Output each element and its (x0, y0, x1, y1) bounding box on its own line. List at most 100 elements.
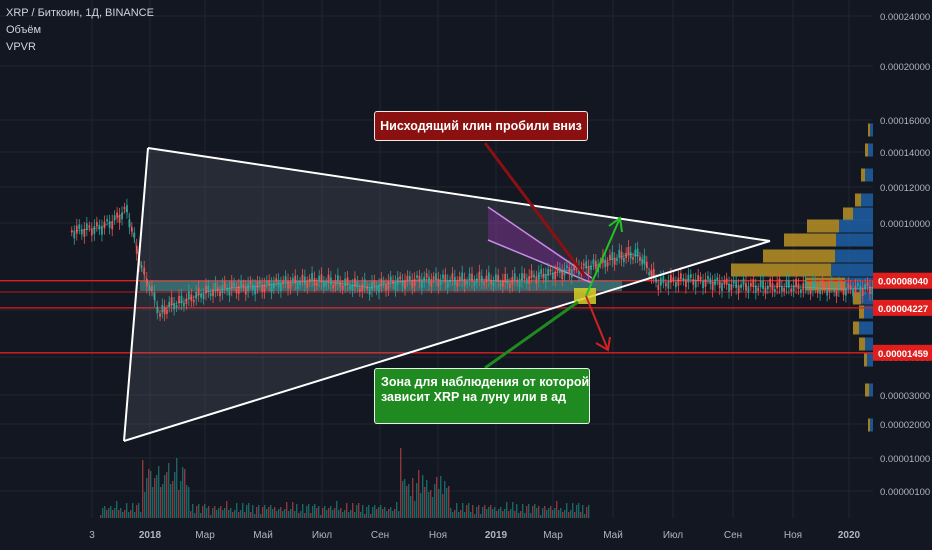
volume-bar-179 (458, 512, 460, 518)
candle-body-313 (821, 280, 824, 289)
candle-body-74 (251, 284, 254, 290)
candle-body-293 (773, 289, 776, 293)
callout-wedge-broken[interactable]: Нисходящий клин пробили вниз (374, 111, 588, 141)
candle-body-61 (221, 285, 224, 294)
candle-body-88 (284, 276, 287, 282)
candle-body-83 (272, 282, 275, 289)
candle-body-278 (737, 285, 740, 294)
candle-body-204 (561, 271, 564, 280)
time-axis[interactable]: 3 2018 Мар Май Июл Сен Ноя 2019 Мар Май Июл Сен Ноя 2… (0, 518, 873, 550)
volume-bar-12 (124, 510, 126, 518)
price-axis-background (873, 0, 932, 518)
candle-body-236 (636, 248, 639, 257)
volume-bar-52 (204, 504, 206, 518)
candle-body-160 (456, 281, 459, 287)
volume-bar-163 (426, 480, 428, 518)
x-tick-label-1: 2018 (139, 530, 162, 541)
candle-body-181 (506, 279, 509, 284)
volume-bar-129 (358, 503, 360, 518)
x-tick-label-6: Ноя (429, 530, 447, 541)
volume-bar-241 (582, 505, 584, 518)
level-label-2: 0.00001459 (878, 349, 928, 360)
candle-body-142 (413, 278, 416, 286)
level-label-bg-2 (873, 344, 932, 361)
y-tick-label-0: 0.00024000 (880, 12, 930, 23)
candle-body-73 (249, 280, 252, 285)
volume-bar-128 (356, 505, 358, 518)
callout-watch-zone[interactable]: Зона для наблюдения от которой зависит X… (374, 368, 590, 424)
candle-body-143 (416, 275, 418, 278)
candle-body-233 (629, 252, 632, 259)
volume-bar-201 (502, 511, 504, 518)
candle-body-40 (170, 297, 173, 306)
candle-body-91 (291, 277, 294, 282)
volume-bar-235 (570, 510, 572, 518)
candle-body-122 (366, 286, 369, 290)
vpvr-bar-up-14 (867, 353, 873, 367)
symbol-title[interactable]: XRP / Биткоин, 1Д, BINANCE (6, 7, 154, 19)
candle-body-268 (714, 279, 716, 286)
candle-body-13 (103, 221, 106, 229)
volume-bar-214 (528, 504, 530, 518)
volume-bar-238 (576, 505, 578, 518)
volume-bar-89 (278, 509, 280, 518)
candle-body-246 (659, 277, 662, 286)
candle-body-5 (83, 228, 86, 237)
candle-body-0 (70, 230, 73, 233)
volume-bar-113 (326, 510, 328, 518)
triangle-left-line (123, 147, 149, 442)
candle-body-66 (233, 282, 235, 287)
price-axis[interactable]: 0.00024000 0.00020000 0.00016000 0.00014000… (873, 0, 932, 518)
volume-bar-19 (138, 503, 140, 518)
candle-body-191 (530, 270, 533, 278)
volume-bar-123 (346, 503, 348, 518)
candle-body-100 (313, 278, 316, 286)
candle-body-62 (223, 281, 226, 288)
volume-bar-140 (380, 505, 382, 518)
volume-bar-132 (364, 514, 366, 518)
volume-bar-150 (400, 448, 402, 518)
volume-bar-225 (550, 506, 552, 518)
candle-body-193 (535, 277, 538, 284)
candle-body-58 (214, 282, 217, 291)
candle-body-60 (219, 290, 221, 297)
volume-bar-119 (338, 510, 340, 518)
volume-bar-60 (220, 506, 222, 518)
volume-bar-145 (390, 507, 392, 518)
volume-bar-65 (230, 508, 232, 518)
candle-body-136 (399, 276, 402, 280)
vpvr-indicator-label[interactable]: VPVR (6, 41, 36, 53)
candle-body-332 (866, 282, 869, 287)
volume-bar-6 (112, 510, 114, 518)
candle-body-215 (587, 266, 590, 275)
volume-bar-18 (136, 505, 138, 518)
volume-bar-240 (580, 512, 582, 518)
candle-body-80 (265, 280, 268, 284)
volume-bar-61 (222, 510, 224, 518)
volume-bar-166 (432, 497, 434, 518)
candle-body-76 (256, 281, 259, 288)
candle-body-180 (504, 274, 507, 282)
candle-body-279 (740, 284, 742, 288)
candle-body-138 (404, 280, 406, 289)
volume-bar-99 (298, 513, 300, 518)
volume-bar-224 (548, 508, 550, 518)
volume-indicator-label[interactable]: Объём (6, 24, 42, 36)
vpvr-bar-up-1 (868, 143, 873, 157)
candle-body-248 (664, 283, 667, 287)
candle-body-97 (306, 282, 309, 288)
candle-body-281 (745, 282, 747, 291)
candle-body-4 (80, 229, 83, 235)
candle-body-254 (679, 273, 682, 280)
candle-body-67 (235, 287, 238, 294)
vpvr-bar-down-6 (784, 233, 836, 247)
candle-body-296 (780, 285, 783, 292)
candle-body-71 (244, 287, 247, 295)
candle-body-266 (709, 278, 712, 284)
volume-bar-175 (450, 508, 452, 518)
volume-bar-174 (448, 486, 450, 518)
volume-bar-120 (340, 508, 342, 518)
candle-body-311 (816, 289, 819, 294)
volume-bar-95 (290, 509, 292, 518)
